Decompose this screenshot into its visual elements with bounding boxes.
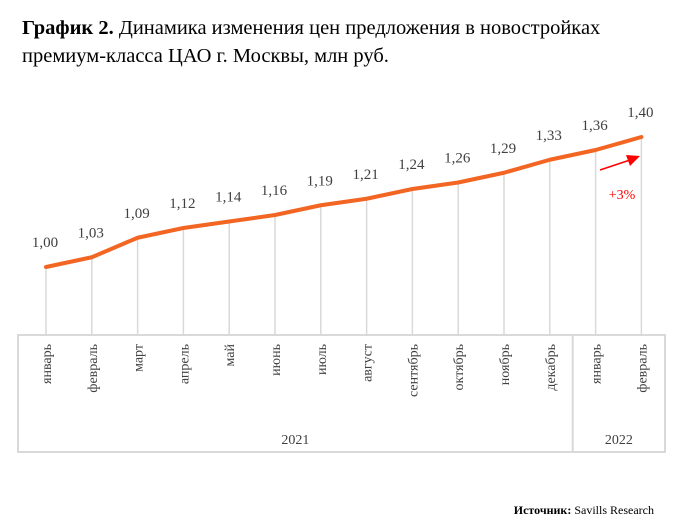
- data-label: 1,19: [307, 173, 333, 189]
- x-axis-frame: [17, 334, 666, 453]
- data-label: 1,29: [490, 141, 516, 157]
- month-label: август: [361, 344, 376, 382]
- data-label: 1,03: [78, 225, 104, 241]
- data-label: 1,12: [169, 196, 195, 212]
- growth-annotation: +3%: [609, 188, 636, 203]
- title-text: Динамика изменения цен предложения в нов…: [22, 17, 601, 67]
- month-label: январь: [40, 344, 55, 384]
- chart-title: График 2. Динамика изменения цен предлож…: [22, 14, 682, 70]
- data-label: 1,16: [261, 183, 288, 199]
- month-label: октябрь: [452, 344, 467, 391]
- month-label: май: [223, 344, 238, 367]
- title-number: График 2.: [22, 17, 114, 39]
- source-label: Источник:: [513, 503, 572, 517]
- month-label: январь: [590, 344, 605, 384]
- arrow-line: [599, 159, 631, 171]
- data-label: 1,24: [398, 157, 425, 173]
- year-label: 2021: [281, 433, 309, 448]
- data-label: 1,33: [536, 128, 562, 144]
- data-label: 1,36: [581, 118, 608, 134]
- month-label: февраль: [86, 344, 101, 393]
- data-label: 1,26: [444, 151, 471, 167]
- data-label: 1,21: [352, 167, 378, 183]
- year-label: 2022: [605, 433, 633, 448]
- month-label: сентябрь: [406, 344, 421, 397]
- month-label: апрель: [177, 344, 192, 384]
- data-label: 1,00: [32, 235, 58, 251]
- data-label: 1,40: [627, 105, 653, 121]
- data-label: 1,09: [123, 206, 149, 222]
- month-label: июль: [315, 344, 330, 375]
- source-note: Источник: Savills Research: [514, 503, 654, 518]
- month-label: февраль: [635, 344, 650, 393]
- arrow-head-icon: [626, 155, 640, 166]
- month-label: июнь: [269, 344, 284, 376]
- data-label: 1,14: [215, 190, 242, 206]
- month-label: ноябрь: [498, 344, 513, 385]
- source-text: Savills Research: [571, 503, 654, 517]
- month-label: декабрь: [544, 344, 559, 391]
- month-label: март: [132, 344, 147, 372]
- price-line: [44, 135, 644, 269]
